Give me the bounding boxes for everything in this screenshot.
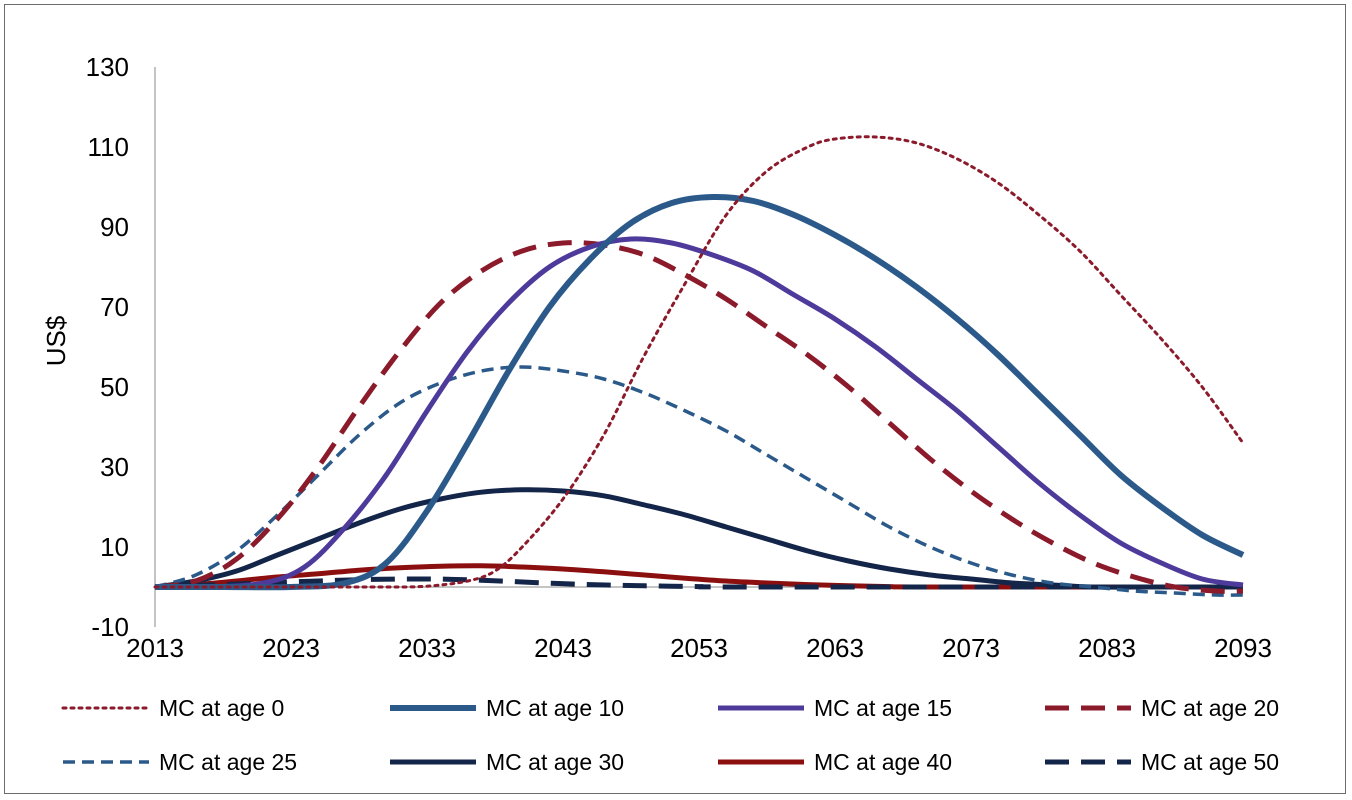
y-tick-label: 70 <box>100 292 129 322</box>
x-tick-label: 2073 <box>942 633 1000 663</box>
legend-label: MC at age 10 <box>486 695 624 721</box>
series-line-mc-at-age-20 <box>154 240 1244 594</box>
y-tick-label: 50 <box>100 372 129 402</box>
x-tick-label: 2033 <box>398 633 456 663</box>
y-tick-label: 90 <box>100 212 129 242</box>
legend-item: MC at age 0 <box>61 695 284 721</box>
legend-label: MC at age 0 <box>159 695 284 721</box>
series-line-mc-at-age-15 <box>154 236 1244 590</box>
series-line-mc-at-age-50 <box>154 576 1244 590</box>
legend-item: MC at age 10 <box>390 695 624 721</box>
legend-item: MC at age 15 <box>718 695 952 721</box>
legend-item: MC at age 20 <box>1045 695 1279 721</box>
legend-label: MC at age 20 <box>1141 695 1279 721</box>
x-tick-label: 2083 <box>1078 633 1136 663</box>
series-line-mc-at-age-25 <box>154 365 1244 597</box>
x-tick-label: 2063 <box>806 633 864 663</box>
series-line-mc-at-age-0 <box>153 135 1245 589</box>
x-tick-label: 2093 <box>1214 633 1272 663</box>
line-chart: US$ -10 10 30 50 70 90 110 130 2013 2023 2033 2043 2… <box>41 52 1279 775</box>
axes: -10 10 30 50 70 90 110 130 2013 2023 2033 2043 2053 2… <box>86 52 1272 663</box>
x-tick-label: 2043 <box>534 633 592 663</box>
y-tick-label: 30 <box>100 452 129 482</box>
x-tick-label: 2053 <box>670 633 728 663</box>
series-layer <box>153 135 1245 597</box>
legend-item: MC at age 30 <box>390 749 624 775</box>
legend-item: MC at age 25 <box>63 749 297 775</box>
legend-label: MC at age 50 <box>1141 749 1279 775</box>
legend-label: MC at age 30 <box>486 749 624 775</box>
x-tick-label: 2023 <box>262 633 320 663</box>
legend-item: MC at age 40 <box>718 749 952 775</box>
y-tick-label: 110 <box>88 132 129 162</box>
legend-item: MC at age 50 <box>1045 749 1279 775</box>
legend: MC at age 0 MC at age 10 MC at age 15 MC at… <box>61 695 1279 775</box>
legend-label: MC at age 15 <box>814 695 952 721</box>
chart-frame: US$ -10 10 30 50 70 90 110 130 2013 2023 2033 2043 2… <box>4 4 1346 794</box>
y-axis-label: US$ <box>41 315 71 366</box>
y-tick-label: 130 <box>86 52 129 82</box>
legend-label: MC at age 40 <box>814 749 952 775</box>
x-tick-label: 2013 <box>126 633 184 663</box>
y-tick-label: 10 <box>100 532 129 562</box>
series-line-mc-at-age-30 <box>154 487 1243 590</box>
series-line-mc-at-age-10 <box>154 193 1245 591</box>
legend-label: MC at age 25 <box>159 749 297 775</box>
y-tick-label: -10 <box>91 612 129 642</box>
